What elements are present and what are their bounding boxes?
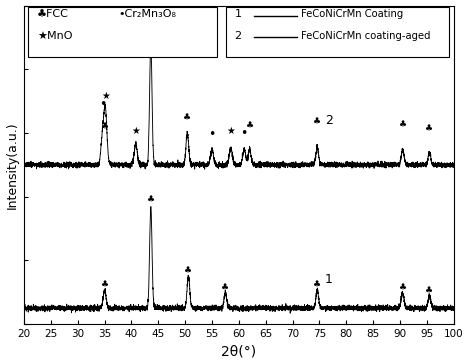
FancyBboxPatch shape bbox=[29, 7, 218, 56]
Text: ♣: ♣ bbox=[184, 266, 192, 275]
X-axis label: 2θ(°): 2θ(°) bbox=[221, 344, 257, 359]
Text: 1: 1 bbox=[325, 273, 333, 286]
Text: •: • bbox=[208, 128, 216, 141]
Text: •Cr₂Mn₃O₈: •Cr₂Mn₃O₈ bbox=[119, 9, 176, 19]
Text: 1: 1 bbox=[234, 9, 242, 19]
Text: ♣: ♣ bbox=[147, 30, 155, 39]
Text: ♣: ♣ bbox=[100, 122, 109, 131]
Text: ♣: ♣ bbox=[100, 281, 109, 290]
Text: ★: ★ bbox=[227, 126, 235, 136]
Text: •: • bbox=[99, 98, 106, 111]
FancyBboxPatch shape bbox=[226, 7, 449, 56]
Text: ♣FCC: ♣FCC bbox=[37, 9, 69, 19]
Text: ♣: ♣ bbox=[313, 281, 321, 290]
Text: ♣: ♣ bbox=[425, 286, 433, 295]
Text: ♣: ♣ bbox=[147, 195, 155, 205]
Text: ♣: ♣ bbox=[313, 118, 321, 127]
Text: FeCoNiCrMn Coating: FeCoNiCrMn Coating bbox=[301, 9, 403, 19]
Text: ♣: ♣ bbox=[425, 124, 433, 133]
Text: ♣: ♣ bbox=[221, 283, 229, 292]
Text: ★: ★ bbox=[131, 126, 140, 136]
Text: FeCoNiCrMn coating-aged: FeCoNiCrMn coating-aged bbox=[301, 31, 431, 41]
Text: •: • bbox=[241, 127, 248, 140]
Text: ♣: ♣ bbox=[399, 283, 407, 292]
Text: ★: ★ bbox=[101, 91, 110, 101]
Text: ★MnO: ★MnO bbox=[37, 31, 73, 41]
Text: ♣: ♣ bbox=[183, 113, 191, 122]
Text: 2: 2 bbox=[234, 31, 242, 41]
Text: 2: 2 bbox=[325, 114, 333, 127]
Text: ♣: ♣ bbox=[399, 120, 407, 129]
Text: ♣: ♣ bbox=[246, 121, 254, 130]
Y-axis label: Intensity(a.u.): Intensity(a.u.) bbox=[6, 121, 19, 209]
